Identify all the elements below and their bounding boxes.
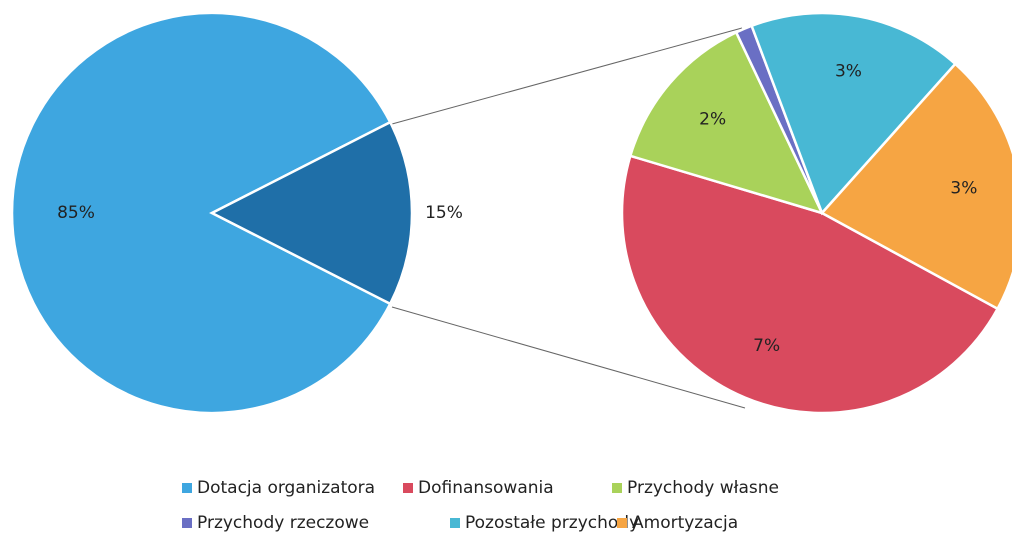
legend-label: Pozostałe przychody: [465, 513, 639, 533]
legend-swatch: [612, 483, 622, 493]
legend-swatch: [182, 518, 192, 528]
legend-swatch: [182, 483, 192, 493]
legend-label: Przychody własne: [627, 478, 779, 498]
legend-swatch: [403, 483, 413, 493]
legend-label: Przychody rzeczowe: [197, 513, 369, 533]
legend-label: Amortyzacja: [632, 513, 738, 533]
pie-slice: [820, 62, 1012, 311]
data-label: 3%: [835, 61, 862, 81]
connector-line: [391, 27, 743, 125]
legend-label: Dotacja organizatora: [197, 478, 375, 498]
data-label: 7%: [753, 336, 780, 356]
legend-swatch: [450, 518, 460, 528]
pie-slice: [628, 30, 825, 215]
pie-slice: [209, 120, 414, 306]
pie-slice: [620, 154, 1000, 415]
pie-slice: [750, 11, 958, 216]
legend-label: Dofinansowania: [418, 478, 554, 498]
pie-slice: [10, 11, 392, 415]
data-label: 3%: [950, 178, 977, 198]
legend-swatch: [617, 518, 627, 528]
data-label: 2%: [699, 109, 726, 129]
data-label: 85%: [57, 203, 95, 223]
data-label: 15%: [425, 203, 463, 223]
connector-line: [391, 306, 746, 409]
